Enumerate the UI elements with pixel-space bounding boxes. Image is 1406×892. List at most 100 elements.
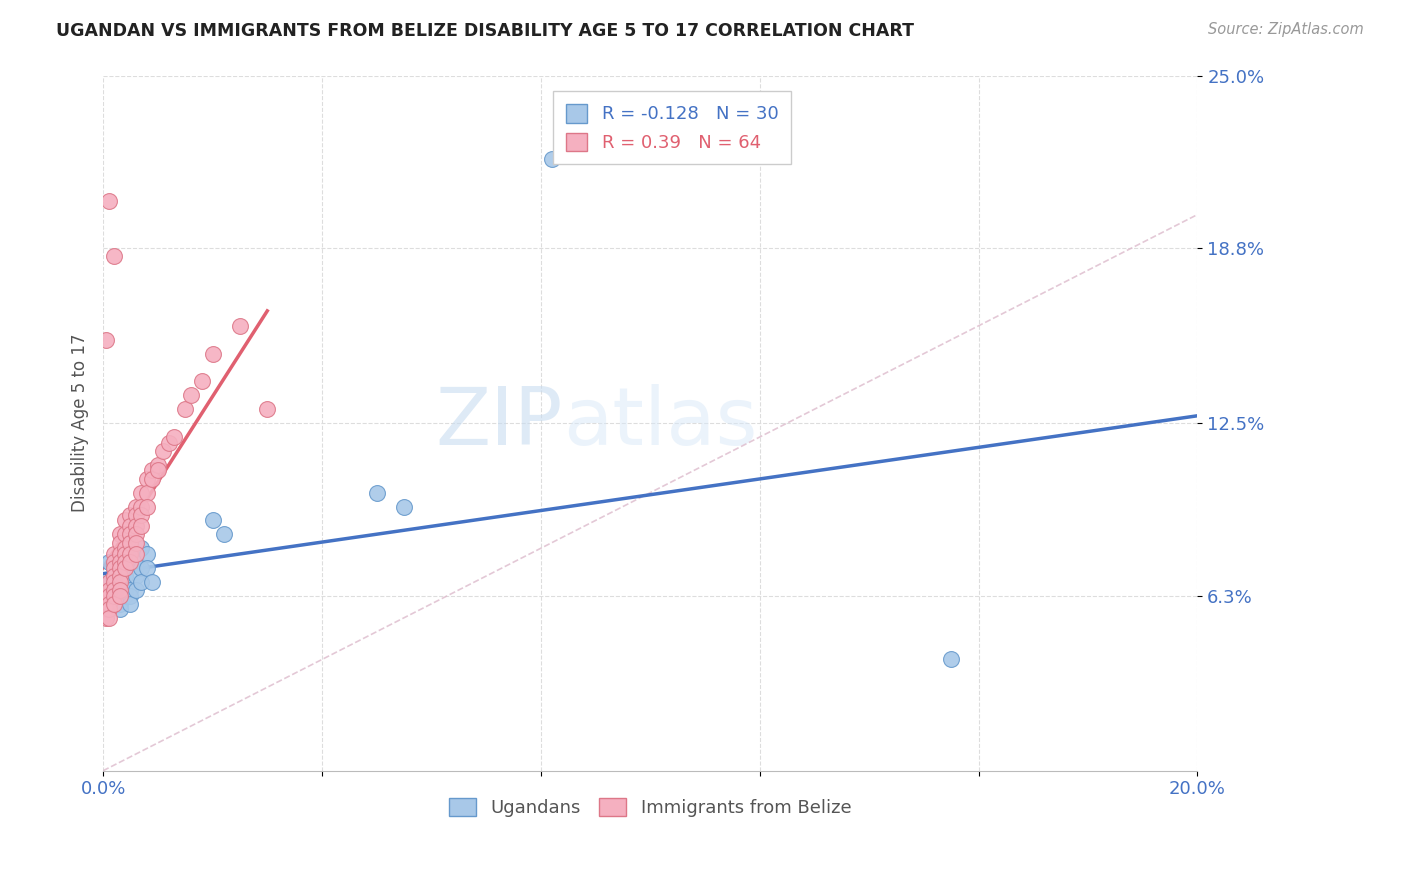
Point — [114, 547, 136, 561]
Point — [120, 555, 142, 569]
Point — [174, 402, 197, 417]
Point — [131, 485, 153, 500]
Point — [114, 541, 136, 556]
Point — [108, 582, 131, 597]
Point — [94, 602, 117, 616]
Point — [131, 560, 153, 574]
Point — [94, 333, 117, 347]
Point — [141, 574, 163, 589]
Point — [97, 555, 120, 569]
Point — [941, 652, 963, 666]
Point — [131, 508, 153, 522]
Point — [125, 555, 148, 569]
Point — [103, 555, 125, 569]
Point — [131, 574, 153, 589]
Point — [103, 249, 125, 263]
Point — [97, 574, 120, 589]
Point — [114, 555, 136, 569]
Legend: Ugandans, Immigrants from Belize: Ugandans, Immigrants from Belize — [441, 790, 859, 824]
Text: atlas: atlas — [562, 384, 758, 462]
Point — [190, 375, 212, 389]
Point — [120, 597, 142, 611]
Point — [114, 527, 136, 541]
Point — [114, 582, 136, 597]
Point — [141, 472, 163, 486]
Text: ZIP: ZIP — [436, 384, 562, 462]
Point — [120, 519, 142, 533]
Point — [108, 602, 131, 616]
Point — [180, 388, 202, 402]
Point — [120, 582, 142, 597]
Point — [103, 597, 125, 611]
Point — [94, 589, 117, 603]
Point — [114, 560, 136, 574]
Point — [108, 589, 131, 603]
Point — [108, 574, 131, 589]
Point — [163, 430, 186, 444]
Point — [212, 527, 235, 541]
Point — [131, 519, 153, 533]
Point — [103, 560, 125, 574]
Point — [125, 500, 148, 514]
Point — [108, 547, 131, 561]
Point — [125, 527, 148, 541]
Point — [103, 589, 125, 603]
Point — [94, 611, 117, 625]
Point — [97, 194, 120, 208]
Point — [135, 472, 157, 486]
Point — [152, 444, 174, 458]
Point — [114, 569, 136, 583]
Point — [108, 569, 131, 583]
Point — [256, 402, 278, 417]
Point — [103, 574, 125, 589]
Point — [201, 346, 224, 360]
Point — [125, 535, 148, 549]
Point — [108, 574, 131, 589]
Point — [125, 508, 148, 522]
Point — [131, 500, 153, 514]
Point — [108, 527, 131, 541]
Point — [131, 541, 153, 556]
Point — [125, 547, 148, 561]
Point — [108, 535, 131, 549]
Point — [125, 569, 148, 583]
Point — [108, 560, 131, 574]
Point — [97, 582, 120, 597]
Point — [135, 485, 157, 500]
Point — [146, 458, 169, 472]
Point — [540, 152, 562, 166]
Point — [201, 513, 224, 527]
Point — [108, 597, 131, 611]
Point — [97, 602, 120, 616]
Point — [114, 589, 136, 603]
Point — [141, 463, 163, 477]
Point — [157, 435, 180, 450]
Point — [103, 560, 125, 574]
Point — [103, 574, 125, 589]
Point — [108, 555, 131, 569]
Point — [366, 485, 388, 500]
Point — [146, 463, 169, 477]
Point — [120, 589, 142, 603]
Text: Source: ZipAtlas.com: Source: ZipAtlas.com — [1208, 22, 1364, 37]
Point — [135, 547, 157, 561]
Point — [120, 527, 142, 541]
Point — [103, 547, 125, 561]
Point — [135, 560, 157, 574]
Point — [97, 611, 120, 625]
Point — [103, 582, 125, 597]
Point — [97, 597, 120, 611]
Text: UGANDAN VS IMMIGRANTS FROM BELIZE DISABILITY AGE 5 TO 17 CORRELATION CHART: UGANDAN VS IMMIGRANTS FROM BELIZE DISABI… — [56, 22, 914, 40]
Point — [97, 574, 120, 589]
Y-axis label: Disability Age 5 to 17: Disability Age 5 to 17 — [72, 334, 89, 512]
Point — [120, 535, 142, 549]
Point — [392, 500, 415, 514]
Point — [125, 519, 148, 533]
Point — [103, 582, 125, 597]
Point — [229, 318, 252, 333]
Point — [103, 569, 125, 583]
Point — [97, 589, 120, 603]
Point — [125, 582, 148, 597]
Point — [120, 547, 142, 561]
Point — [135, 500, 157, 514]
